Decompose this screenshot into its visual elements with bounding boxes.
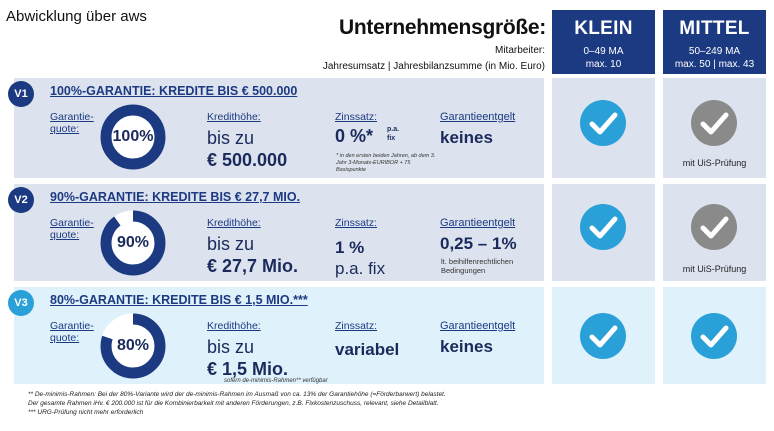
footnote: ** De-minimis-Rahmen: Bei der 80%-Varian… — [28, 391, 446, 398]
ring-fill — [100, 104, 166, 170]
kredithoehe-label: Kredithöhe: — [207, 320, 261, 332]
row-badge: V3 — [8, 290, 34, 316]
column-subtitle: 50–249 MA max. 50 | max. 43 — [663, 45, 766, 71]
garantieentgelt-label: Garantieentgelt — [440, 217, 516, 229]
zinssatz-line2: p.a. fix — [335, 259, 386, 278]
column-title: MITTEL — [679, 18, 750, 39]
zinssatz-value: 1 % p.a. fix — [335, 237, 385, 279]
quote-ring — [100, 210, 166, 276]
column-umsatz: max. 10 — [585, 59, 622, 70]
kredithoehe-line1: bis zu — [207, 337, 255, 357]
zinssatz-fix-text: fix — [387, 135, 396, 142]
kredithoehe-label: Kredithöhe: — [207, 217, 261, 229]
kredithoehe-line2: € 500.000 — [207, 150, 288, 170]
column-head-mittel: MITTEL 50–249 MA max. 50 | max. 43 — [663, 10, 766, 74]
kredithoehe-value: bis zu € 27,7 Mio. — [207, 233, 298, 277]
zinssatz-pa-text: p.a. — [387, 126, 400, 133]
column-mitarbeiter: 0–49 MA — [583, 46, 624, 57]
row-badge: V2 — [8, 187, 34, 213]
check-icon — [691, 204, 737, 250]
zinssatz-label: Zinssatz: — [335, 111, 378, 123]
row-v2: V2 90%-GARANTIE: KREDITE BIS € 27,7 MIO.… — [8, 184, 544, 281]
check-icon — [691, 313, 737, 359]
garantiequote-label: Garantie-quote: — [50, 217, 94, 241]
row-badge: V1 — [8, 81, 34, 107]
garantiequote-label: Garantie-quote: — [50, 111, 94, 135]
ring-fill — [100, 313, 166, 379]
garantieentgelt-value: keines — [440, 337, 493, 356]
ring-fill — [100, 210, 166, 276]
row-v3: V3 80%-GARANTIE: KREDITE BIS € 1,5 MIO.*… — [8, 287, 544, 384]
cell-mittel-v2: mit UiS-Prüfung — [663, 184, 766, 281]
kredithoehe-note: sofern de-minimis-Rahmen** verfügbar — [224, 378, 328, 384]
cell-klein-v1 — [552, 78, 655, 178]
zinssatz-value: 0 %* — [335, 126, 374, 146]
garantiequote-label: Garantie-quote: — [50, 320, 94, 344]
garantieentgelt-value: 0,25 – 1% — [440, 234, 517, 253]
column-umsatz: max. 50 | max. 43 — [674, 59, 755, 70]
kredithoehe-value: bis zu € 500.000 — [207, 127, 287, 171]
garantieentgelt-label: Garantieentgelt — [440, 320, 516, 332]
check-icon — [691, 100, 737, 146]
kredithoehe-value: bis zu € 1,5 Mio. — [207, 336, 288, 380]
footnote: *** URG-Prüfung nicht mehr erforderlich — [28, 409, 144, 416]
zinssatz-line1: 1 % — [335, 238, 365, 257]
row-title: 80%-GARANTIE: KREDITE BIS € 1,5 MIO.*** — [50, 293, 308, 307]
quote-ring — [100, 104, 166, 170]
kredithoehe-line2: € 27,7 Mio. — [207, 256, 299, 276]
footnote: Der gesamte Rahmen iHv. € 200.000 ist fü… — [28, 400, 439, 407]
mitarbeiter-label: Mitarbeiter: — [494, 45, 545, 56]
cell-klein-v3 — [552, 287, 655, 384]
ring-center — [111, 324, 155, 368]
footnotes: ** De-minimis-Rahmen: Bei der 80%-Varian… — [28, 390, 446, 417]
column-mitarbeiter: 50–249 MA — [688, 46, 741, 57]
cell-mittel-v1: mit UiS-Prüfung — [663, 78, 766, 178]
garantieentgelt-label: Garantieentgelt — [440, 111, 516, 123]
column-subtitle: 0–49 MA max. 10 — [552, 45, 655, 71]
check-icon — [580, 204, 626, 250]
uis-note: mit UiS-Prüfung — [682, 158, 747, 168]
kredithoehe-line2: € 1,5 Mio. — [207, 359, 289, 379]
row-title: 100%-GARANTIE: KREDITE BIS € 500.000 — [50, 84, 298, 98]
uis-note: mit UiS-Prüfung — [682, 264, 747, 274]
zinssatz-label: Zinssatz: — [335, 320, 378, 332]
row-v1: V1 100%-GARANTIE: KREDITE BIS € 500.000 … — [8, 78, 544, 178]
header-title: Unternehmensgröße: — [339, 16, 546, 39]
cell-mittel-v3 — [663, 287, 766, 384]
column-title: KLEIN — [574, 18, 633, 39]
zinssatz-pa: p.a. fix — [387, 125, 399, 143]
kredithoehe-label: Kredithöhe: — [207, 111, 261, 123]
quote-value: 100% — [112, 128, 154, 145]
check-icon — [580, 313, 626, 359]
zinssatz-label: Zinssatz: — [335, 217, 378, 229]
quote-ring — [100, 313, 166, 379]
row-title: 90%-GARANTIE: KREDITE BIS € 27,7 MIO. — [50, 190, 301, 204]
kredithoehe-line1: bis zu — [207, 128, 255, 148]
kredithoehe-line1: bis zu — [207, 234, 255, 254]
garantieentgelt-note: lt. beihilfenrechtlichen Bedingungen — [441, 257, 514, 275]
ring-center — [111, 221, 155, 265]
caption: Abwicklung über aws — [6, 8, 147, 25]
cell-klein-v2 — [552, 184, 655, 281]
zinssatz-note: * in den ersten beiden Jahren, ab dem 3.… — [336, 153, 436, 173]
jahresumsatz-label: Jahresumsatz | Jahresbilanzsumme (in Mio… — [322, 61, 545, 72]
quote-value: 90% — [116, 234, 150, 251]
column-head-klein: KLEIN 0–49 MA max. 10 — [552, 10, 655, 74]
zinssatz-value: variabel — [335, 340, 400, 359]
quote-value: 80% — [116, 337, 150, 354]
check-icon — [580, 100, 626, 146]
ring-center — [111, 115, 155, 159]
garantieentgelt-value: keines — [440, 128, 493, 147]
